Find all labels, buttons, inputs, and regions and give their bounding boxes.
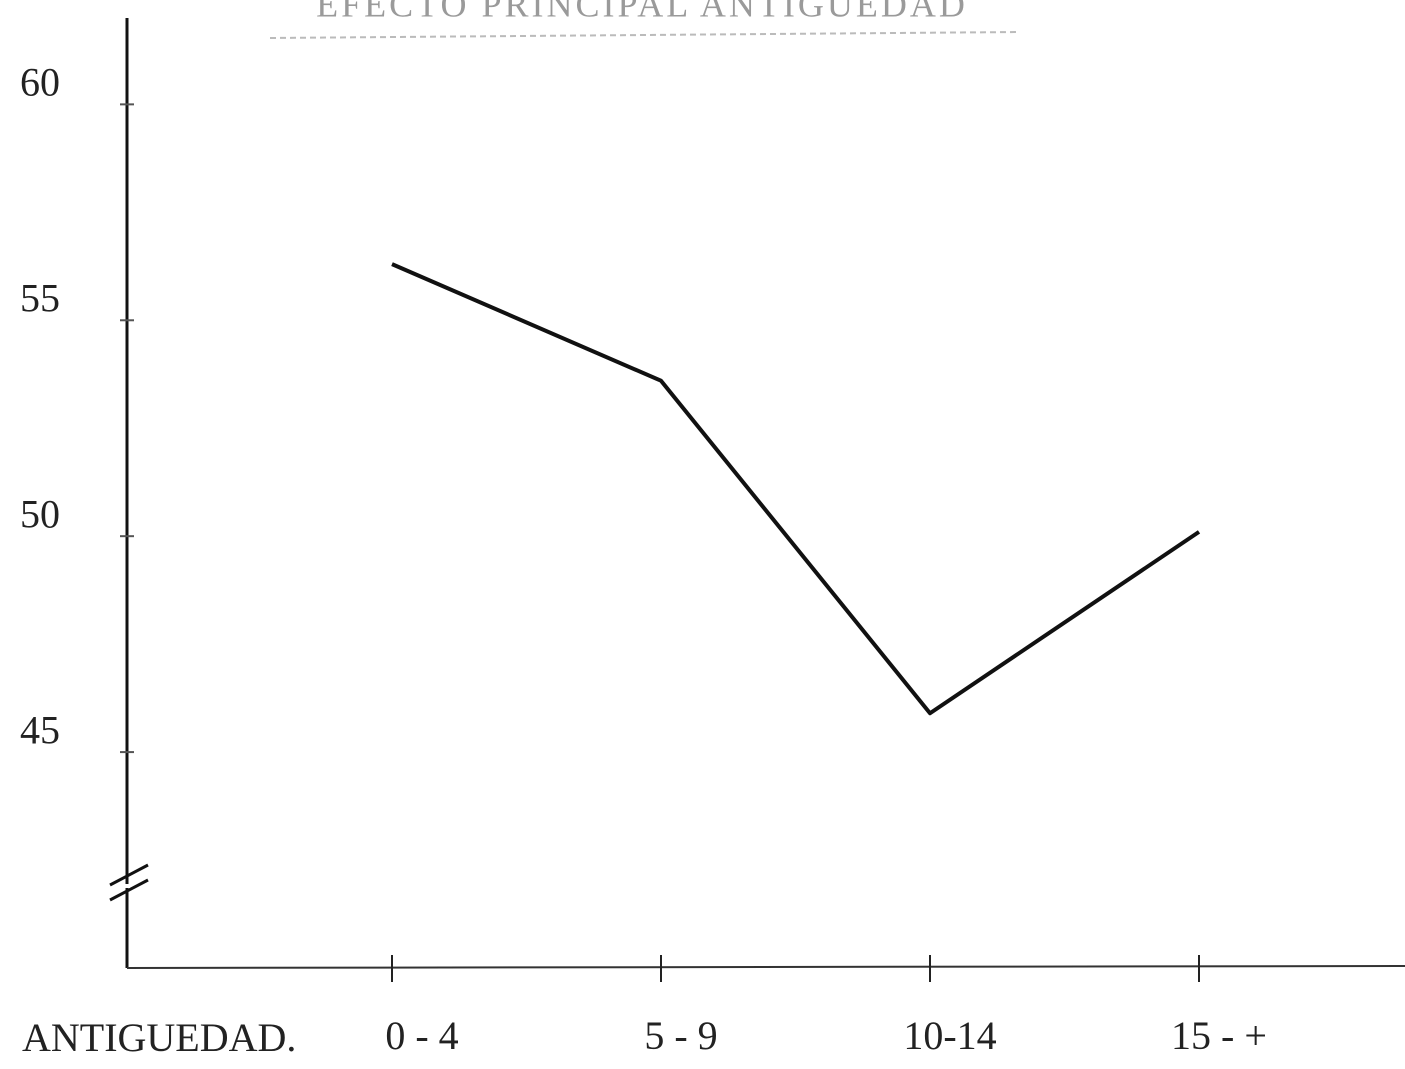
y-tick-label: 55: [20, 275, 60, 320]
axis-break: [109, 878, 149, 902]
x-axis-label: ANTIGUEDAD.: [22, 1015, 296, 1060]
x-tick-label: 5 - 9: [644, 1013, 717, 1058]
data-line: [391, 262, 1201, 716]
axis-break-gap: [124, 884, 130, 888]
x-tick-label: 10-14: [903, 1013, 996, 1058]
y-tick-label: 45: [20, 707, 60, 752]
y-tick-label: 60: [20, 60, 60, 105]
x-tick-label: 0 - 4: [385, 1013, 458, 1058]
x-axis: [126, 965, 1405, 969]
axis-break: [109, 863, 149, 887]
title-underline: [269, 31, 1021, 39]
y-tick-label: 50: [20, 491, 60, 536]
x-tick-label: 15 - +: [1171, 1013, 1267, 1058]
chart-title: EFECTO PRINCIPAL ANTIGUEDAD: [316, 0, 968, 24]
